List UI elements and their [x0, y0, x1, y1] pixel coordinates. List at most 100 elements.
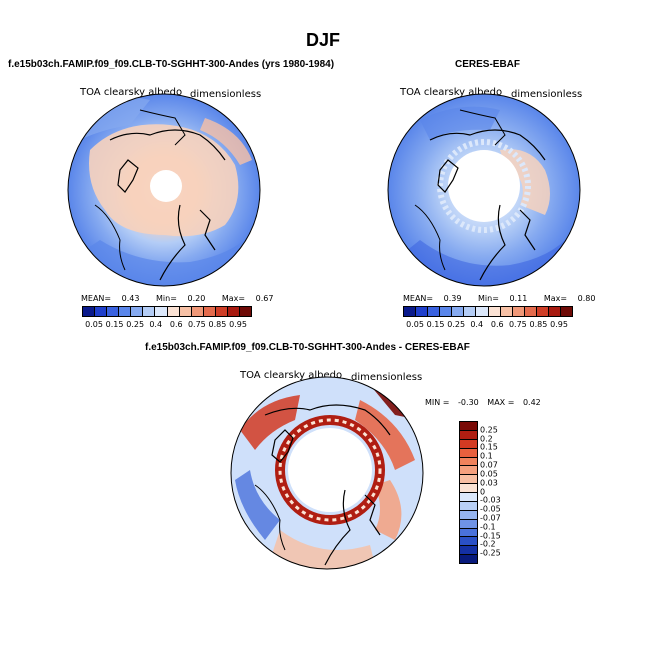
panel2-title: CERES-EBAF	[455, 59, 521, 70]
colorbar-swatch	[428, 307, 441, 316]
panel1-colorbar	[82, 306, 252, 317]
panel3-max-value: 0.42	[522, 398, 541, 407]
panel2-variable-label: TOA clearsky albedo	[400, 87, 503, 98]
colorbar-tick-label: 0.95	[550, 320, 568, 329]
panel1-units-label: dimensionless	[190, 89, 262, 100]
colorbar-tick-label: 0.15	[480, 442, 498, 452]
colorbar-tick-label: 0.25	[480, 425, 498, 435]
colorbar-swatch	[460, 475, 477, 485]
panel1-max-value: 0.67	[255, 294, 274, 303]
colorbar-tick-label: 0.95	[229, 320, 247, 329]
panel2-colorbar	[403, 306, 573, 317]
colorbar-swatch	[440, 307, 453, 316]
colorbar-swatch	[167, 307, 180, 316]
colorbar-swatch	[203, 307, 216, 316]
colorbar-swatch	[460, 439, 477, 449]
panel3-max-label: MAX =	[487, 398, 515, 407]
panel3-colorbar-ticks: 0.25 0.2 0.15 0.1 0.07 0.05 0.03 0 -0.03 -0.05 -0.…	[480, 421, 520, 564]
colorbar-swatch	[215, 307, 228, 316]
colorbar-swatch	[460, 555, 477, 563]
colorbar-swatch	[107, 307, 120, 316]
panel1-max-label: Max=	[221, 294, 246, 303]
panel1-variable-label: TOA clearsky albedo	[80, 87, 183, 98]
colorbar-swatch	[179, 307, 192, 316]
colorbar-swatch	[143, 307, 156, 316]
panel2-min-label: Min=	[478, 294, 499, 303]
colorbar-swatch	[227, 307, 241, 316]
colorbar-tick-label: 0.6	[490, 320, 504, 329]
panel1-mean-label: MEAN=	[81, 294, 112, 303]
colorbar-tick-label: 0.25	[447, 320, 466, 329]
colorbar-tick-label: 0.6	[169, 320, 183, 329]
colorbar-tick-label: 0.03	[480, 478, 498, 488]
colorbar-swatch	[460, 430, 477, 440]
colorbar-swatch	[460, 457, 477, 467]
panel1-min-label: Min=	[156, 294, 177, 303]
colorbar-swatch	[500, 307, 513, 316]
panel1-min-value: 0.20	[187, 294, 206, 303]
colorbar-tick-label: 0.07	[480, 460, 498, 470]
colorbar-tick-label: 0.4	[149, 320, 163, 329]
panel2-mean-label: MEAN=	[403, 294, 434, 303]
colorbar-tick-label: -0.05	[480, 504, 501, 514]
panel2-stats: MEAN= 0.39 Min= 0.11 Max= 0.80	[403, 294, 595, 303]
colorbar-swatch	[83, 307, 96, 316]
colorbar-swatch	[460, 448, 477, 458]
colorbar-swatch	[460, 466, 477, 476]
colorbar-swatch	[404, 307, 417, 316]
colorbar-swatch	[536, 307, 549, 316]
colorbar-tick-label: -0.07	[480, 513, 501, 523]
colorbar-tick-label: 0	[480, 487, 486, 496]
colorbar-tick-label: -0.1	[480, 522, 496, 532]
colorbar-swatch	[548, 307, 562, 316]
colorbar-swatch	[464, 307, 477, 316]
colorbar-swatch	[561, 307, 573, 316]
colorbar-swatch	[452, 307, 465, 316]
colorbar-swatch	[460, 537, 477, 547]
panel2-max-label: Max=	[543, 294, 568, 303]
panel2-colorbar-ticks: 0.05 0.15 0.25 0.4 0.6 0.75 0.85 0.95	[403, 320, 573, 330]
panel3-min-value: -0.30	[458, 398, 479, 407]
colorbar-swatch	[131, 307, 144, 316]
panel1-mean-value: 0.43	[121, 294, 140, 303]
colorbar-tick-label: 0.05	[406, 320, 424, 329]
panel3-title: f.e15b03ch.FAMIP.f09_f09.CLB-T0-SGHHT-30…	[145, 342, 470, 353]
panel2-max-value: 0.80	[577, 294, 596, 303]
colorbar-tick-label: 0.05	[85, 320, 103, 329]
colorbar-swatch	[460, 519, 477, 529]
colorbar-tick-label: -0.03	[480, 495, 501, 505]
panel2-min-value: 0.11	[509, 294, 528, 303]
colorbar-swatch	[476, 307, 489, 316]
page-title: DJF	[306, 30, 341, 50]
panel1-colorbar-ticks: 0.05 0.15 0.25 0.4 0.6 0.75 0.85 0.95	[82, 320, 252, 330]
colorbar-tick-label: 0.4	[470, 320, 484, 329]
colorbar-tick-label: -0.2	[480, 539, 496, 549]
colorbar-tick-label: 0.85	[208, 320, 227, 329]
colorbar-tick-label: 0.1	[480, 451, 493, 461]
panel1-stats: MEAN= 0.43 Min= 0.20 Max= 0.67	[81, 294, 273, 303]
colorbar-swatch	[191, 307, 204, 316]
colorbar-swatch	[460, 501, 477, 511]
colorbar-swatch	[460, 422, 477, 431]
colorbar-tick-label: 0.75	[508, 320, 527, 329]
colorbar-tick-label: 0.75	[187, 320, 206, 329]
colorbar-swatch	[460, 484, 477, 493]
panel3-stats: MIN = -0.30 MAX = 0.42	[425, 398, 541, 407]
colorbar-swatch	[460, 493, 477, 502]
colorbar-swatch	[488, 307, 501, 316]
colorbar-swatch	[460, 528, 477, 538]
panel3-colorbar	[459, 421, 478, 564]
colorbar-tick-label: -0.15	[480, 531, 501, 541]
panel3-units-label: dimensionless	[351, 372, 423, 383]
colorbar-swatch	[460, 510, 477, 520]
colorbar-swatch	[95, 307, 108, 316]
colorbar-swatch	[460, 546, 477, 556]
colorbar-tick-label: 0.05	[480, 469, 498, 479]
colorbar-tick-label: 0.25	[126, 320, 145, 329]
colorbar-tick-label: 0.15	[426, 320, 445, 329]
panel2-units-label: dimensionless	[511, 89, 583, 100]
panel3-min-label: MIN =	[425, 398, 450, 407]
colorbar-swatch	[512, 307, 525, 316]
